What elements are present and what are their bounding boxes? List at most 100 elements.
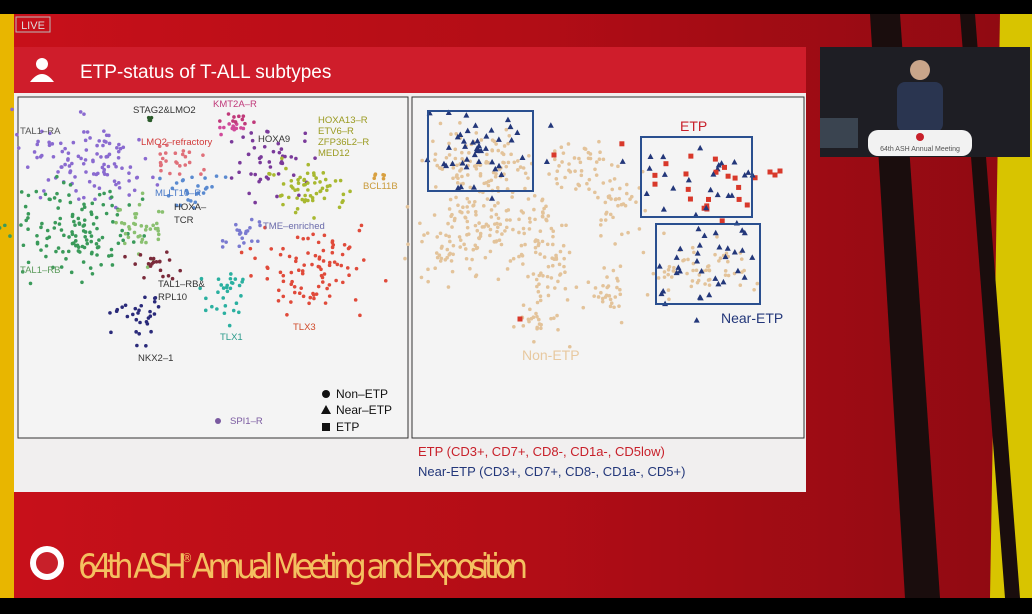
point [289, 300, 293, 304]
point [187, 160, 192, 165]
point [51, 265, 55, 270]
point [697, 144, 704, 151]
point [35, 233, 39, 238]
point [316, 240, 321, 245]
point [566, 142, 571, 146]
point [605, 285, 610, 290]
point [70, 232, 75, 237]
point [253, 172, 258, 177]
point [559, 185, 564, 190]
point [159, 168, 163, 173]
point [307, 301, 311, 306]
point [303, 131, 308, 136]
point [616, 203, 620, 208]
point [462, 242, 466, 247]
point [308, 193, 313, 198]
point [652, 181, 658, 187]
point [555, 313, 559, 318]
point [100, 235, 105, 240]
point [225, 283, 229, 288]
point [495, 136, 502, 142]
point [731, 248, 738, 255]
point [249, 239, 254, 243]
point [662, 270, 667, 274]
point [225, 289, 230, 294]
point [498, 171, 505, 178]
point [339, 263, 344, 268]
point [734, 267, 741, 274]
point [116, 155, 121, 160]
point [89, 251, 94, 256]
point [483, 133, 490, 139]
point [35, 155, 39, 160]
point [76, 216, 81, 221]
point [449, 160, 456, 167]
point [552, 257, 556, 262]
point [461, 205, 465, 210]
point [127, 203, 132, 207]
legend-label: Non–ETP [336, 387, 388, 401]
point [85, 241, 90, 246]
point [492, 203, 497, 208]
point [132, 230, 137, 235]
point [102, 129, 106, 133]
point [156, 209, 161, 214]
point [71, 140, 76, 145]
point [489, 208, 494, 212]
point [246, 152, 251, 157]
point [613, 295, 618, 299]
point [447, 141, 451, 146]
point [714, 191, 721, 198]
point [685, 186, 691, 192]
point [643, 190, 650, 196]
point [135, 343, 139, 348]
point [314, 176, 318, 180]
point [607, 294, 612, 298]
point [504, 209, 509, 213]
point [433, 158, 437, 162]
point [473, 274, 478, 279]
point [146, 262, 151, 266]
point [158, 160, 163, 165]
point [114, 164, 118, 169]
point [420, 239, 424, 244]
point [253, 256, 257, 261]
point [611, 215, 615, 220]
point [58, 216, 63, 221]
point [202, 167, 206, 172]
point [482, 225, 486, 229]
point [112, 162, 117, 166]
point [618, 186, 622, 191]
point [95, 245, 100, 250]
point [19, 190, 24, 194]
point [666, 267, 671, 272]
point [608, 297, 613, 302]
point [306, 181, 310, 185]
point [557, 262, 562, 267]
point [221, 286, 226, 290]
point [233, 120, 238, 124]
highlight-box [655, 223, 761, 305]
point [593, 286, 598, 290]
point [434, 251, 439, 255]
point [666, 272, 670, 277]
point [240, 117, 245, 122]
point [685, 176, 692, 183]
point [219, 132, 223, 137]
point [489, 215, 494, 219]
point [527, 153, 531, 158]
point [565, 298, 570, 302]
point [469, 139, 476, 145]
point [567, 168, 571, 173]
point [507, 123, 514, 130]
point [199, 276, 204, 281]
point [59, 228, 64, 232]
highlight-box [427, 110, 534, 192]
point [302, 178, 306, 183]
point [228, 286, 233, 291]
point [69, 270, 74, 275]
point [223, 175, 228, 179]
point [317, 257, 322, 261]
point [80, 280, 84, 285]
point [292, 284, 297, 289]
